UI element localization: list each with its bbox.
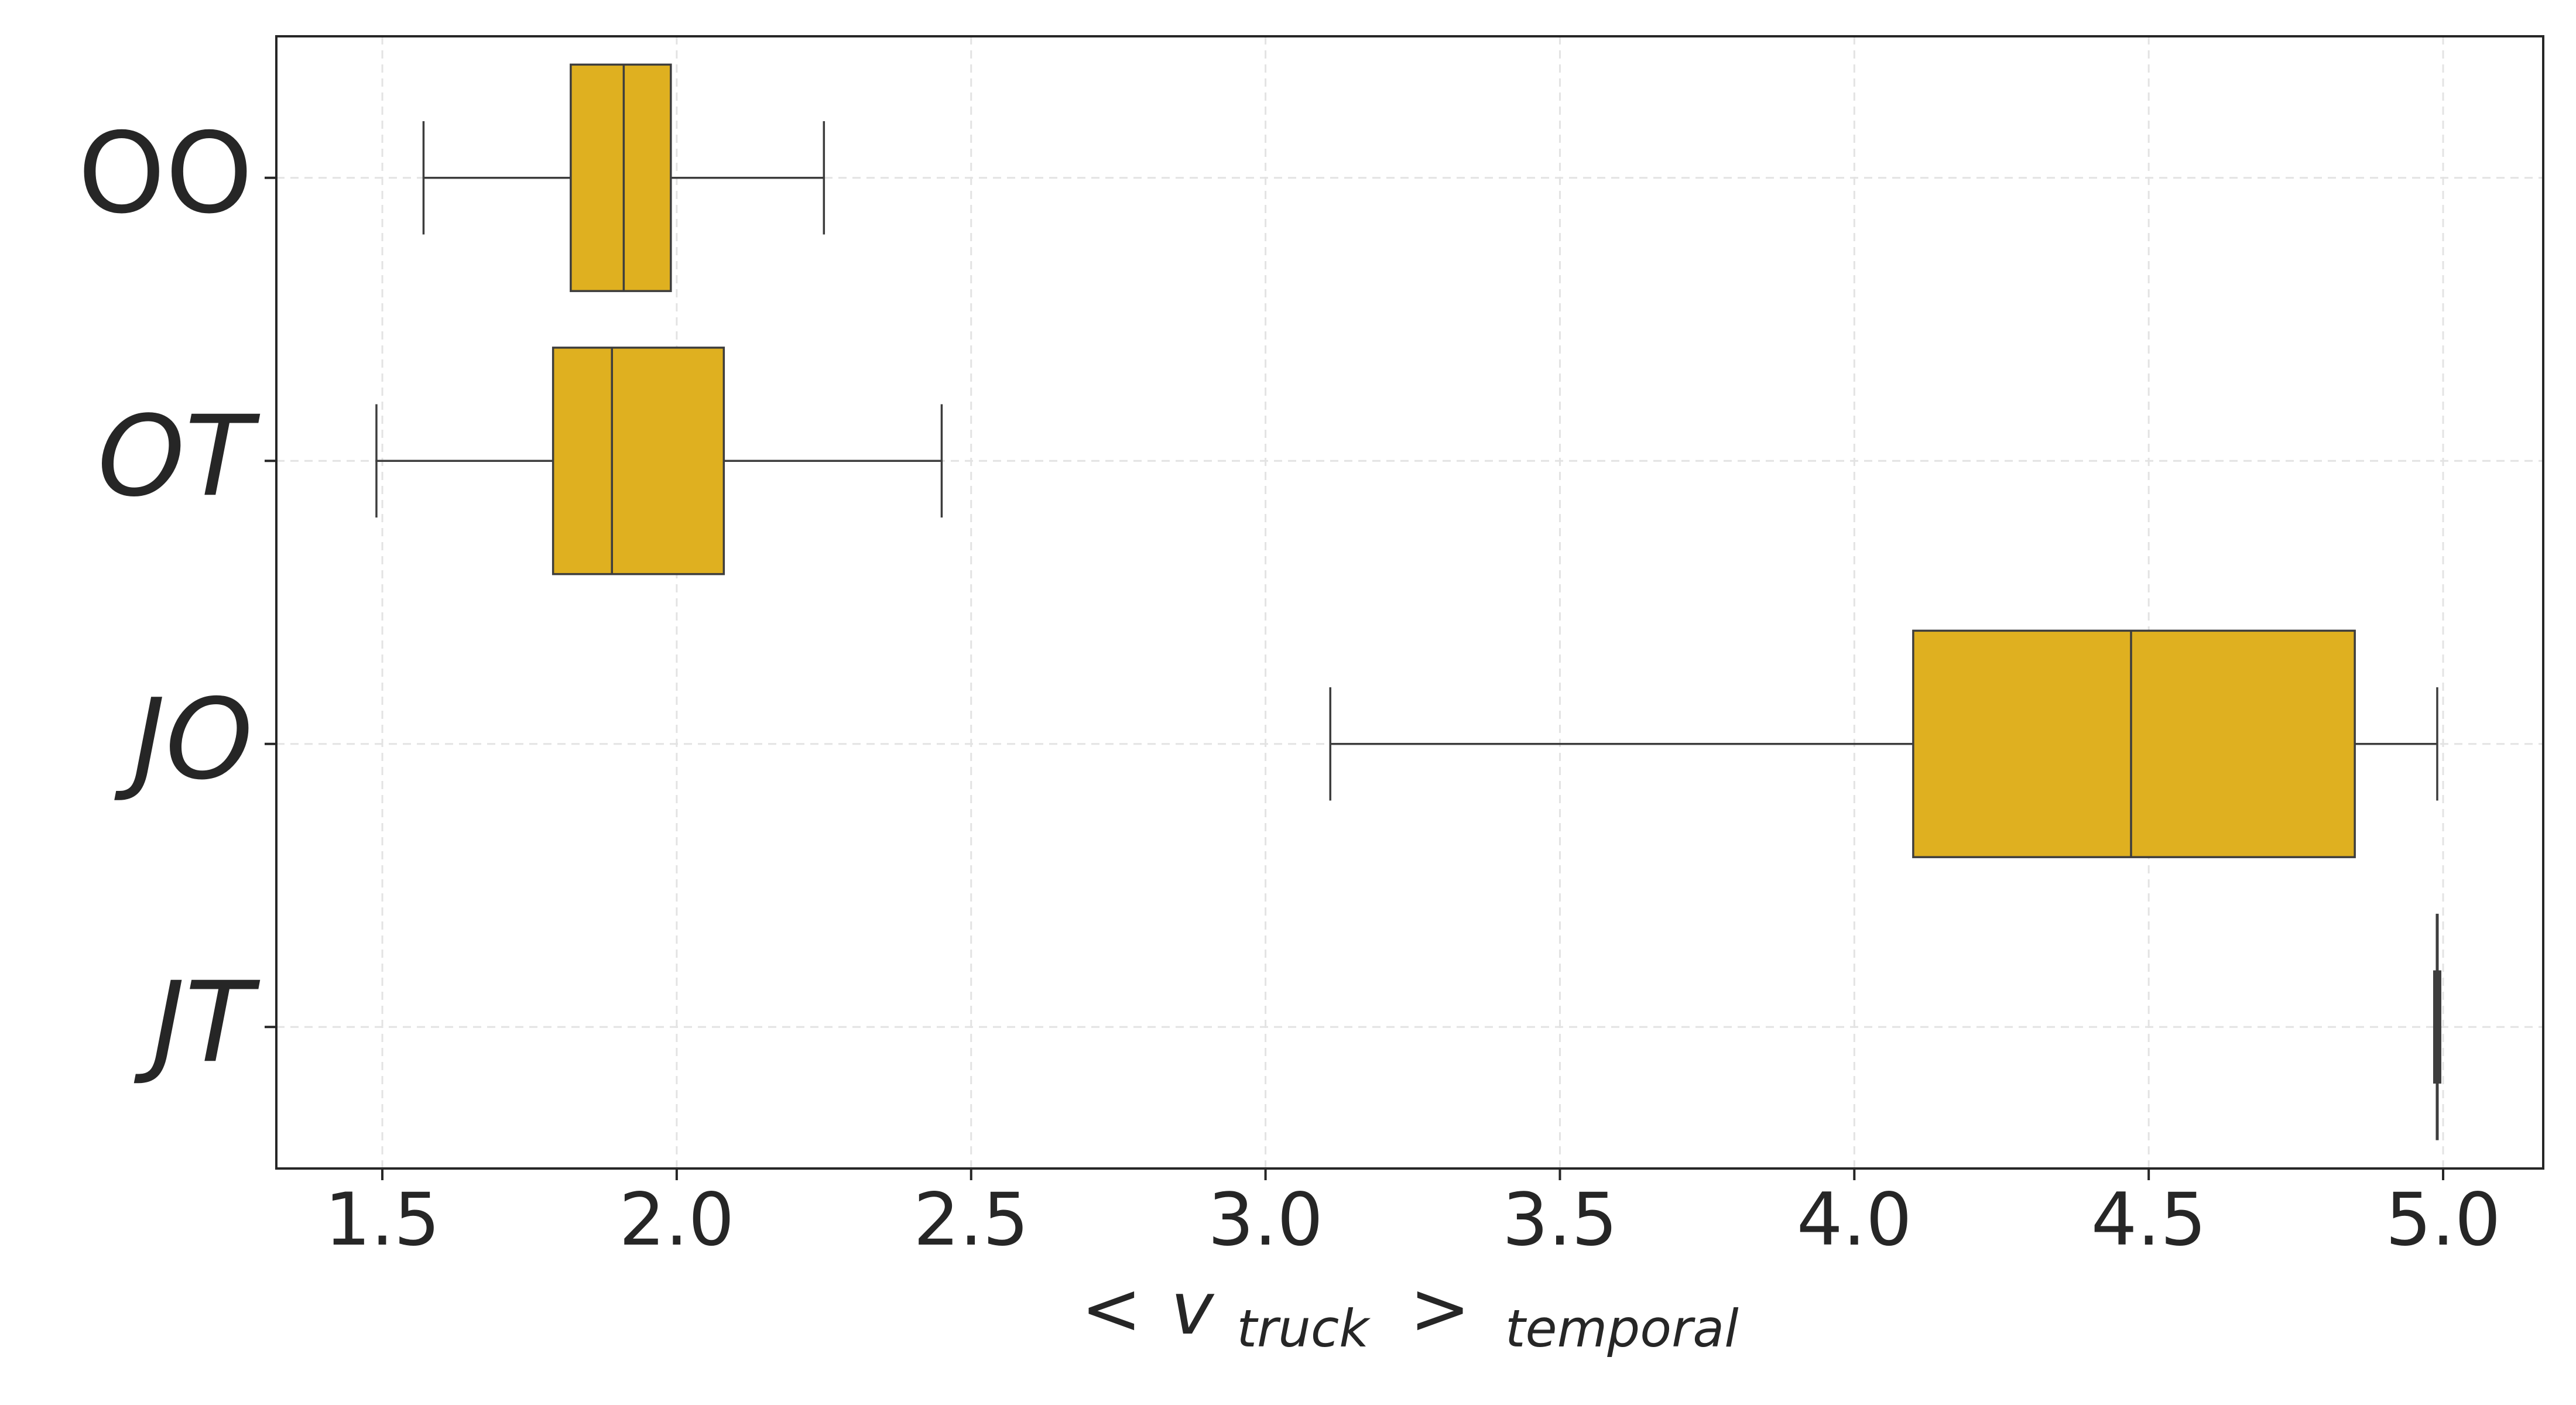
box-group-1	[375, 347, 943, 575]
box-group-2	[1329, 629, 2438, 858]
x-axis-title-symbol: v	[1171, 1267, 1215, 1351]
iqr-box	[551, 347, 725, 575]
box-series	[375, 63, 2441, 1140]
box-group-3	[2433, 913, 2441, 1140]
x-tick-label-0: 1.5	[324, 1178, 440, 1262]
x-tick-label-4: 3.5	[1502, 1178, 1618, 1262]
iqr-box	[570, 63, 672, 292]
y-tick-label-0: OO	[78, 109, 253, 238]
x-tick-label-6: 4.5	[2091, 1178, 2207, 1262]
axis-labels: 1.5 2.0 2.5 3.0 3.5 4.0 4.5 5.0 OO OT JO JT	[78, 109, 2501, 1262]
x-axis-title: < v truck > temporal	[1081, 1267, 1739, 1364]
iqr-box	[1912, 629, 2356, 858]
x-axis-title-lt: <	[1081, 1267, 1142, 1351]
plot-frame	[275, 35, 2544, 1170]
box-group-0	[422, 63, 825, 292]
x-tick-label-7: 5.0	[2385, 1178, 2500, 1262]
x-tick-label-1: 2.0	[619, 1178, 734, 1262]
x-axis-title-outer-subscript: temporal	[1505, 1298, 1739, 1359]
x-tick-label-2: 2.5	[913, 1178, 1029, 1262]
x-tick-label-5: 4.0	[1797, 1178, 1912, 1262]
x-tick-label-3: 3.0	[1208, 1178, 1323, 1262]
y-tick-label-3: JT	[133, 958, 261, 1087]
degenerate-box	[2433, 970, 2441, 1084]
y-tick-label-1: OT	[97, 392, 261, 521]
x-axis-title-subscript: truck	[1236, 1298, 1371, 1359]
axis-ticks	[265, 176, 2445, 1180]
y-tick-label-2: JO	[114, 675, 253, 804]
x-axis-title-gt: >	[1410, 1267, 1471, 1351]
